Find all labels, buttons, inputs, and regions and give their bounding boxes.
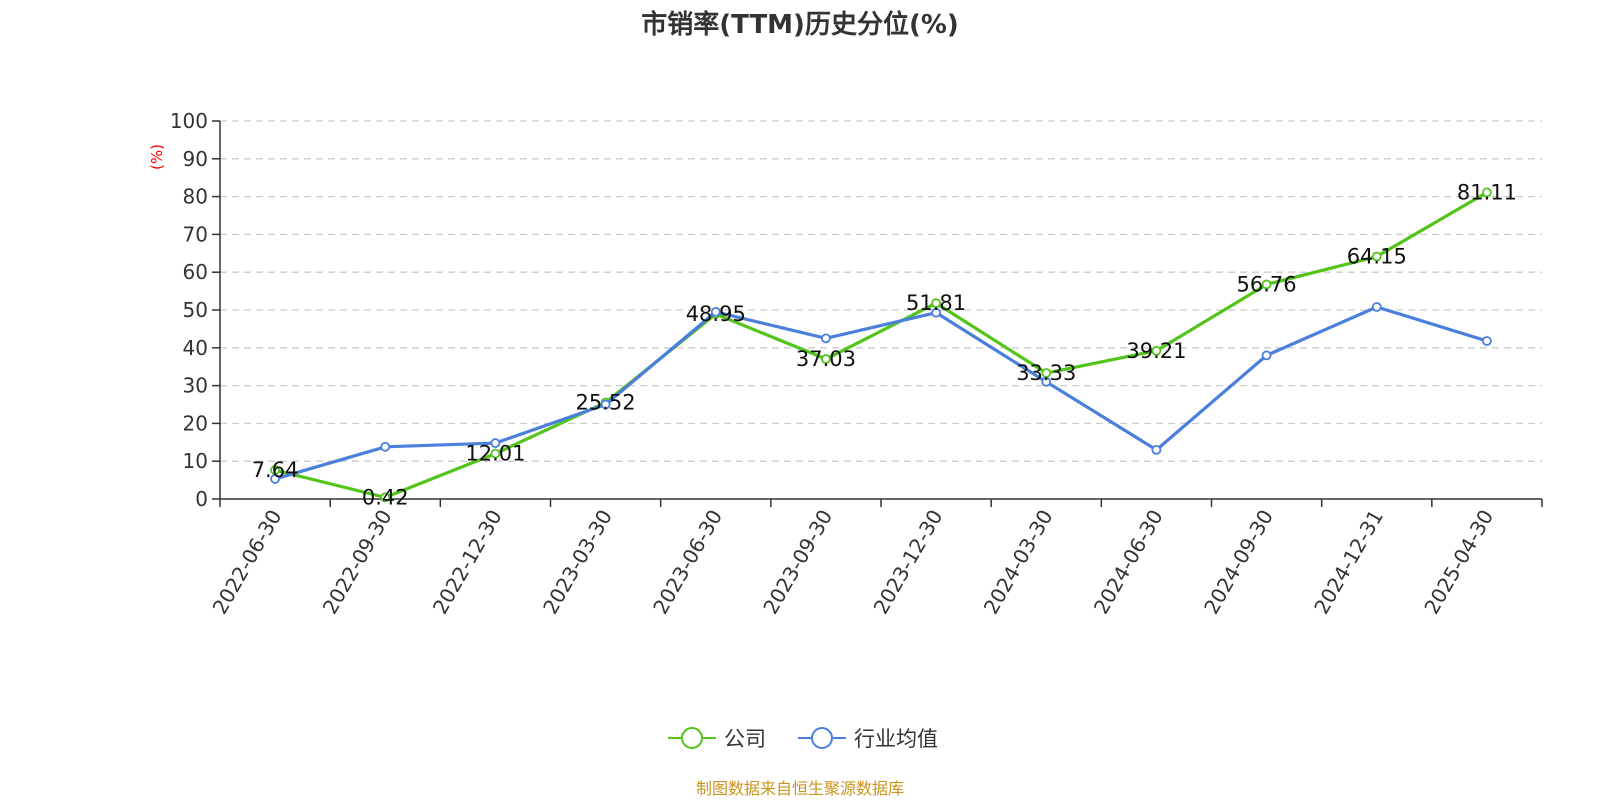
data-point-0 (1482, 187, 1492, 198)
x-tick-label: 2022-06-30 (208, 506, 287, 619)
y-tick-label: 100 (170, 109, 208, 133)
y-tick-label: 50 (183, 298, 208, 322)
gridlines (220, 120, 1542, 462)
data-label: 37.03 (796, 347, 856, 371)
data-label: 7.64 (252, 458, 299, 482)
data-point-1 (600, 399, 611, 410)
data-point-1 (1151, 444, 1162, 455)
data-point-1 (270, 474, 280, 484)
y-tick-label: 80 (183, 185, 208, 209)
y-tick-label: 40 (183, 336, 208, 360)
data-point-1 (710, 306, 721, 317)
x-tick-label: 2024-06-30 (1089, 506, 1168, 619)
data-point-1 (821, 333, 831, 344)
data-point-0 (821, 354, 831, 364)
series-line-0 (274, 191, 1488, 500)
data-label: 39.21 (1126, 339, 1186, 363)
legend-marker-0 (681, 727, 703, 749)
legend-label-1: 行业均值 (854, 727, 938, 751)
source-note: 制图数据来自恒生聚源数据库 (696, 779, 904, 798)
y-tick-label: 90 (183, 147, 208, 171)
x-tick-label: 2023-09-30 (758, 506, 837, 619)
data-label: 25.52 (576, 391, 636, 415)
data-point-0 (1151, 345, 1162, 356)
x-tick-label: 2024-09-30 (1199, 506, 1278, 619)
x-tick-label: 2023-03-30 (538, 506, 617, 619)
data-point-0 (931, 298, 941, 309)
legend-marker-1 (811, 727, 833, 749)
data-point-1 (1261, 350, 1272, 361)
legend[interactable]: 公司 行业均值 (668, 727, 938, 751)
data-point-1 (1371, 302, 1382, 312)
x-tick-label: 2024-03-30 (979, 506, 1058, 619)
data-label: 0.42 (362, 485, 409, 509)
data-label: 48.95 (686, 302, 746, 326)
y-tick-label: 20 (183, 411, 208, 435)
data-label: 12.01 (465, 442, 525, 466)
data-point-1 (1041, 376, 1052, 387)
x-tick-label: 2025-04-30 (1419, 506, 1498, 619)
data-point-0 (380, 492, 391, 503)
y-tick-label: 0 (195, 487, 208, 511)
data-point-1 (1482, 336, 1492, 346)
x-tick-label: 2022-12-30 (428, 506, 507, 619)
x-tick-label: 2023-06-30 (648, 506, 727, 619)
data-label: 33.33 (1016, 361, 1076, 385)
legend-label-0: 公司 (724, 727, 766, 751)
x-tick-label: 2022-09-30 (318, 506, 397, 619)
chart-title: 市销率(TTM)历史分位(%) (641, 9, 959, 40)
data-point-0 (1261, 279, 1272, 290)
data-point-1 (931, 307, 941, 318)
data-label: 56.76 (1237, 272, 1297, 296)
y-tick-label: 30 (183, 374, 208, 398)
series-lines (270, 187, 1492, 503)
series-line-1 (274, 305, 1488, 481)
data-point-0 (1371, 251, 1382, 262)
y-tick-label: 70 (183, 222, 208, 246)
data-label: 51.81 (906, 291, 966, 315)
x-tick-label: 2024-12-31 (1309, 506, 1388, 619)
data-point-0 (490, 448, 501, 459)
data-label: 64.15 (1347, 245, 1407, 269)
y-axis-unit: (%) (148, 144, 166, 170)
data-point-1 (380, 441, 391, 452)
data-point-1 (490, 438, 501, 448)
data-labels: 7.64 0.42 12.01 25.52 48.95 37.03 51.81 33.33 39… (252, 180, 1517, 509)
y-tick-label: 10 (183, 449, 208, 473)
x-tick-label: 2023-12-30 (869, 506, 948, 619)
y-tick-label: 60 (183, 260, 208, 284)
data-label: 81.11 (1457, 180, 1517, 204)
